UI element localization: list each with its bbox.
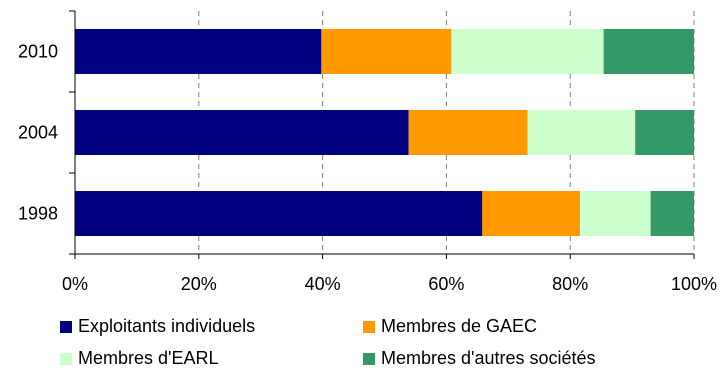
x-tick-label: 100% [671, 274, 717, 294]
x-tick-label: 0% [62, 274, 88, 294]
bar-segment [321, 29, 452, 74]
legend-item: Membres d'autres sociétés [363, 348, 596, 369]
bar-segment [75, 110, 409, 155]
y-tick-label: 2010 [18, 42, 58, 62]
x-tick-labels: 0% 20% 40% 60% 80% 100% [62, 274, 717, 294]
legend-item: Membres de GAEC [363, 316, 537, 337]
bar-segment [635, 110, 694, 155]
legend-swatch [363, 320, 375, 333]
legend-label: Membres de GAEC [381, 316, 538, 336]
bars [75, 29, 694, 236]
legend-label: Membres d'autres sociétés [381, 348, 596, 368]
bar-segment [75, 29, 322, 74]
x-tick-label: 40% [305, 274, 341, 294]
x-tick-label: 20% [181, 274, 217, 294]
x-tick-label: 60% [428, 274, 464, 294]
legend-label: Exploitants individuels [78, 316, 256, 336]
legend-item: Membres d'EARL [60, 348, 218, 369]
bar-segment [603, 29, 694, 74]
y-tick-labels: 2010 2004 1998 [18, 42, 58, 224]
legend-label: Membres d'EARL [78, 348, 219, 368]
bar-segment [527, 110, 636, 155]
legend-swatch [60, 352, 72, 365]
bar-segment [650, 191, 694, 236]
bar-segment [451, 29, 604, 74]
bar-segment [482, 191, 581, 236]
legend-swatch [60, 320, 72, 333]
axes [69, 10, 695, 259]
bar-segment [408, 110, 528, 155]
bar-segment [75, 191, 483, 236]
x-tick-label: 80% [552, 274, 588, 294]
y-tick-label: 1998 [18, 204, 58, 224]
legend-swatch [363, 352, 375, 365]
bar-segment [580, 191, 651, 236]
legend-item: Exploitants individuels [60, 316, 255, 337]
y-tick-label: 2004 [18, 123, 58, 143]
